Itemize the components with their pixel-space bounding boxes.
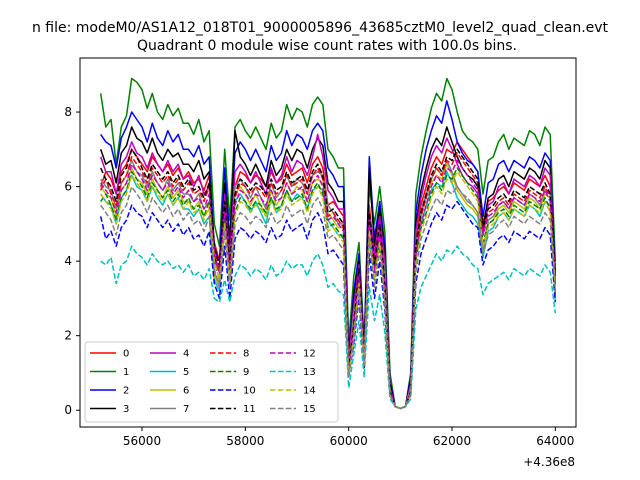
x-axis-offset-label: +4.36e8 <box>523 455 575 469</box>
x-tick-label: 56000 <box>123 434 161 448</box>
series-line-9 <box>100 167 557 410</box>
y-tick-label: 2 <box>64 329 72 343</box>
legend-label-9: 9 <box>243 367 249 378</box>
legend-box <box>84 341 339 423</box>
series-line-14 <box>100 170 557 410</box>
legend-label-12: 12 <box>303 349 316 360</box>
x-tick-label: 62000 <box>433 434 471 448</box>
plot-frame <box>79 57 577 428</box>
legend-label-13: 13 <box>303 367 316 378</box>
series-line-11 <box>100 148 557 410</box>
legend-label-14: 14 <box>303 386 316 397</box>
x-tick-label: 58000 <box>226 434 264 448</box>
legend-label-6: 6 <box>183 386 189 397</box>
legend-label-4: 4 <box>183 349 189 360</box>
plot-area <box>99 77 557 410</box>
series-line-13 <box>100 245 557 410</box>
series-line-2 <box>100 100 557 410</box>
axes: 56000 58000 60000 62000 64000 0 2 4 6 8 <box>64 57 577 448</box>
legend-label-15: 15 <box>303 404 316 415</box>
legend-label-3: 3 <box>123 404 129 415</box>
series-line-10 <box>99 200 557 410</box>
y-tick-label: 6 <box>64 180 72 194</box>
y-tick-label: 4 <box>64 254 72 268</box>
y-tick-label: 0 <box>64 403 72 417</box>
legend-label-0: 0 <box>123 349 129 360</box>
legend-label-11: 11 <box>243 404 256 415</box>
legend-label-5: 5 <box>183 367 189 378</box>
legend-label-8: 8 <box>243 349 249 360</box>
x-tick-label: 60000 <box>330 434 368 448</box>
legend-label-2: 2 <box>123 386 129 397</box>
x-tick-label: 64000 <box>536 434 574 448</box>
legend-label-10: 10 <box>243 386 256 397</box>
series-line-7 <box>100 159 557 410</box>
legend-label-1: 1 <box>123 367 129 378</box>
series-line-1 <box>99 77 557 410</box>
figure-suptitle: n file: modeM0/AS1A12_018T01_9000005896_… <box>32 20 609 36</box>
y-tick-label: 8 <box>64 105 72 119</box>
chart-title: Quadrant 0 module wise count rates with … <box>137 38 517 54</box>
series-line-15 <box>100 185 557 410</box>
series-line-12 <box>100 159 557 410</box>
legend-label-7: 7 <box>183 404 189 415</box>
